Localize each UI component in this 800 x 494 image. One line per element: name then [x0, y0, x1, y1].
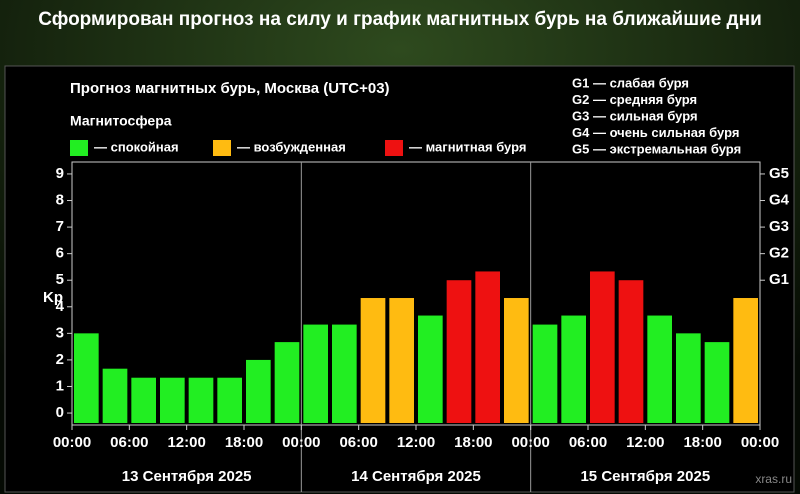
bar [160, 377, 185, 423]
bar [418, 315, 443, 423]
bar [561, 315, 586, 423]
day-label: 14 Сентября 2025 [351, 468, 481, 485]
bar [274, 342, 300, 423]
x-tick-label: 12:00 [397, 434, 435, 451]
bar [188, 377, 214, 423]
legend-label: — спокойная [94, 139, 179, 154]
day-label: 13 Сентября 2025 [122, 468, 252, 485]
y-tick-label: 2 [56, 351, 64, 368]
bar [618, 280, 644, 423]
legend-label: — возбужденная [237, 139, 346, 154]
chart-title: Прогноз магнитных бурь, Москва (UTC+03) [70, 80, 390, 97]
bar [504, 298, 529, 423]
bar [475, 271, 500, 423]
bar [733, 298, 758, 423]
bar [131, 377, 156, 423]
bar [332, 324, 357, 423]
y-axis-label: Kp [43, 289, 63, 306]
bar [446, 280, 472, 423]
x-tick-label: 12:00 [626, 434, 664, 451]
bar [647, 315, 672, 423]
y-tick-label: 5 [56, 271, 64, 288]
legend-swatch [385, 140, 403, 156]
bar [704, 342, 730, 423]
bar [360, 298, 386, 423]
storm-scale-item: G3 — сильная буря [572, 108, 698, 123]
x-tick-label: 18:00 [683, 434, 721, 451]
y2-tick-label: G3 [769, 218, 789, 235]
x-tick-label: 18:00 [225, 434, 263, 451]
y2-tick-label: G5 [769, 165, 789, 182]
storm-scale-item: G1 — слабая буря [572, 75, 689, 90]
x-tick-label: 00:00 [511, 434, 549, 451]
bar [590, 271, 615, 423]
y-tick-label: 3 [56, 324, 64, 341]
bar [303, 324, 328, 423]
y-tick-label: 8 [56, 191, 64, 208]
legend-title: Магнитосфера [70, 113, 172, 129]
y-tick-label: 6 [56, 245, 64, 262]
storm-scale-item: G5 — экстремальная буря [572, 141, 741, 156]
storm-scale-item: G4 — очень сильная буря [572, 125, 739, 140]
y-tick-label: 0 [56, 404, 64, 421]
day-label: 15 Сентября 2025 [580, 468, 710, 485]
legend-label: — магнитная буря [409, 139, 526, 154]
legend-swatch [70, 140, 88, 156]
y2-tick-label: G2 [769, 245, 789, 262]
y-tick-label: 7 [56, 218, 64, 235]
x-tick-label: 18:00 [454, 434, 492, 451]
x-tick-label: 06:00 [339, 434, 377, 451]
y-tick-label: 9 [56, 165, 64, 182]
page-title: Сформирован прогноз на силу и график маг… [38, 9, 762, 30]
storm-scale-item: G2 — средняя буря [572, 92, 697, 107]
bar [102, 368, 128, 423]
bar [532, 324, 558, 423]
x-tick-label: 06:00 [569, 434, 607, 451]
y-tick-label: 4 [56, 298, 65, 315]
y2-tick-label: G4 [769, 191, 790, 208]
bar [389, 298, 414, 423]
bar [74, 333, 99, 423]
x-tick-label: 12:00 [167, 434, 205, 451]
legend-swatch [213, 140, 231, 156]
x-tick-label: 00:00 [741, 434, 779, 451]
bar [246, 359, 271, 423]
watermark: xras.ru [755, 472, 792, 486]
x-tick-label: 00:00 [282, 434, 320, 451]
y2-tick-label: G1 [769, 271, 789, 288]
x-tick-label: 06:00 [110, 434, 148, 451]
x-tick-label: 00:00 [53, 434, 91, 451]
bar [217, 377, 242, 423]
bar [676, 333, 701, 423]
y-tick-label: 1 [56, 377, 64, 394]
